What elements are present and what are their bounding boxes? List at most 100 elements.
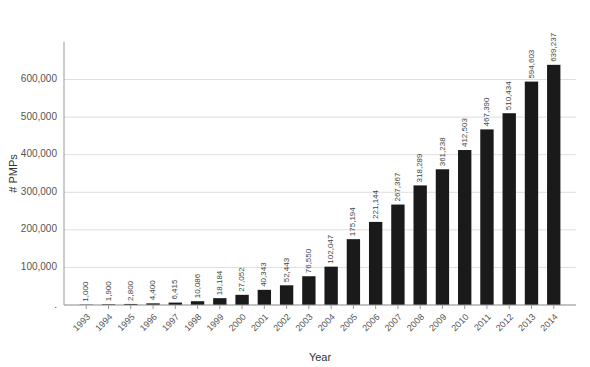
x-tick-label: 1997	[160, 312, 181, 333]
bar	[258, 290, 271, 305]
bar	[347, 239, 360, 305]
bar	[391, 205, 404, 305]
grid-line	[64, 229, 576, 230]
x-tick-label: 2000	[227, 312, 248, 333]
data-label: 594,603	[527, 49, 536, 78]
bar	[480, 129, 493, 305]
grid-line	[64, 79, 576, 80]
x-tick	[331, 305, 332, 309]
bar	[436, 169, 449, 305]
x-tick-label: 1999	[205, 312, 226, 333]
data-label: 510,434	[504, 81, 513, 110]
x-tick	[308, 305, 309, 309]
x-tick	[86, 305, 87, 309]
x-tick	[242, 305, 243, 309]
bar	[369, 222, 382, 305]
x-tick-label: 1993	[71, 312, 92, 333]
x-tick-label: 2013	[516, 312, 537, 333]
bars	[80, 65, 561, 305]
x-tick	[108, 305, 109, 309]
x-tick-label: 2006	[360, 312, 381, 333]
grid-line	[64, 192, 576, 193]
bar	[235, 295, 248, 305]
y-tick-label: 500,000	[21, 111, 58, 122]
x-tick-label: 2004	[316, 312, 337, 333]
data-label: 76,550	[304, 248, 313, 273]
x-tick-label: 1994	[93, 312, 114, 333]
x-axis-label: Year	[309, 351, 332, 363]
grid-line	[64, 117, 576, 118]
data-label: 27,052	[237, 267, 246, 292]
data-label: 221,144	[371, 189, 380, 218]
x-tick	[353, 305, 354, 309]
bar	[413, 185, 426, 305]
x-tick-label: 1998	[182, 312, 203, 333]
bar	[503, 113, 516, 305]
x-tick	[553, 305, 554, 309]
data-label: 1,000	[81, 281, 90, 302]
bar	[213, 298, 226, 305]
bar	[458, 150, 471, 305]
bar	[525, 82, 538, 305]
bar	[302, 276, 315, 305]
x-axis-line	[64, 305, 576, 306]
data-label: 18,184	[215, 270, 224, 295]
x-tick-label: 2014	[538, 312, 559, 333]
bar	[547, 65, 560, 305]
x-tick-label: 1996	[138, 312, 159, 333]
x-tick-label: 1995	[115, 312, 136, 333]
data-label: 175,194	[349, 207, 358, 236]
x-tick	[130, 305, 131, 309]
bar	[324, 267, 337, 305]
grid	[64, 80, 576, 305]
data-label: 10,086	[193, 273, 202, 298]
y-tick-label: 200,000	[21, 223, 58, 234]
y-tick-label: 600,000	[21, 73, 58, 84]
data-label: 412,503	[460, 118, 469, 147]
x-tick	[531, 305, 532, 309]
data-label: 102,047	[326, 234, 335, 263]
data-label: 6,415	[170, 279, 179, 300]
x-tick-label: 2008	[405, 312, 426, 333]
x-tick	[509, 305, 510, 309]
x-tick	[486, 305, 487, 309]
x-tick-label: 2012	[494, 312, 515, 333]
x-tick-label: 2011	[472, 312, 493, 333]
grid-line	[64, 305, 576, 306]
x-tick-label: 2005	[338, 312, 359, 333]
y-tick-label: .	[54, 299, 57, 310]
chart: .100,000200,000300,000400,000500,000600,…	[0, 0, 590, 367]
x-tick	[175, 305, 176, 309]
x-tick-label: 2001	[249, 312, 270, 333]
x-tick	[264, 305, 265, 309]
data-label: 467,390	[482, 97, 491, 126]
x-tick	[420, 305, 421, 309]
x-tick	[375, 305, 376, 309]
data-label: 361,238	[438, 137, 447, 166]
data-label: 267,367	[393, 172, 402, 201]
x-tick	[153, 305, 154, 309]
data-label: 52,443	[282, 257, 291, 282]
data-label: 40,343	[259, 262, 268, 287]
x-tick	[286, 305, 287, 309]
grid-line	[64, 154, 576, 155]
x-tick-label: 2002	[271, 312, 292, 333]
x-tick	[219, 305, 220, 309]
y-axis-line	[64, 42, 65, 305]
x-tick	[397, 305, 398, 309]
data-label: 318,289	[415, 153, 424, 182]
x-tick	[464, 305, 465, 309]
y-tick-label: 100,000	[21, 261, 58, 272]
bar	[191, 301, 204, 305]
x-tick-label: 2007	[383, 312, 404, 333]
y-axis-label: # PMPs	[7, 154, 19, 193]
data-label: 2,800	[126, 280, 135, 301]
x-tick-label: 2009	[427, 312, 448, 333]
data-label: 4,400	[148, 280, 157, 301]
x-tick-label: 2010	[449, 312, 470, 333]
data-label: 639,237	[549, 32, 558, 61]
x-tick	[442, 305, 443, 309]
bar	[280, 285, 293, 305]
x-tick-label: 2003	[294, 312, 315, 333]
y-tick-label: 300,000	[21, 186, 58, 197]
